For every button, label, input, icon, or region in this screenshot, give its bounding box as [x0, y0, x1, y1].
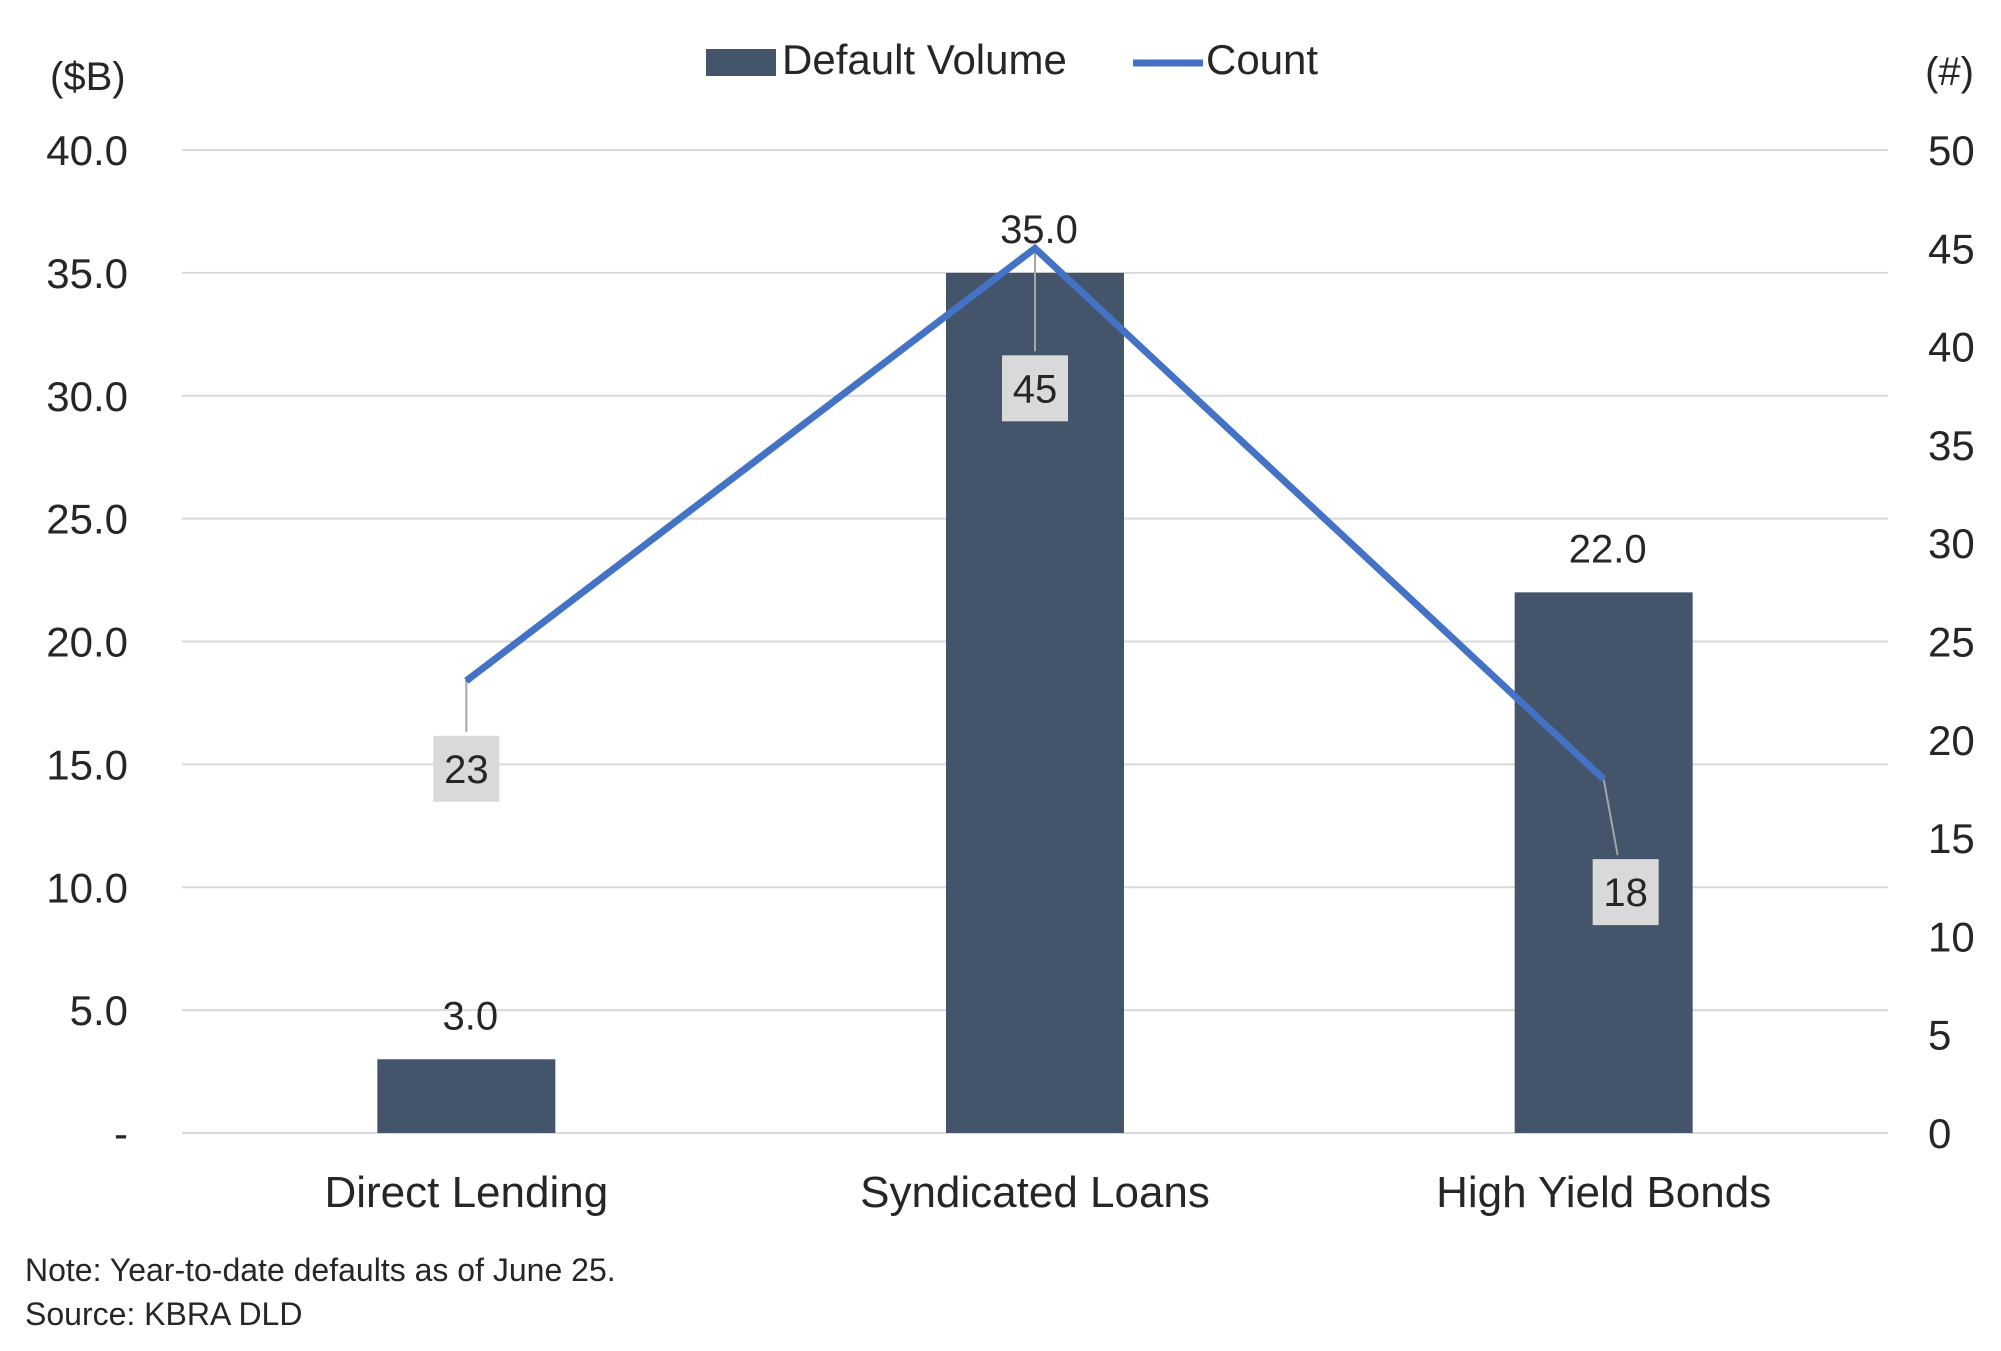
- category-label: High Yield Bonds: [1436, 1168, 1771, 1217]
- left-axis-unit: ($B): [50, 55, 126, 99]
- left-axis-tick-label: 5.0: [70, 987, 128, 1034]
- right-axis-tick-label: 40: [1928, 324, 1975, 371]
- legend-label-default-volume: Default Volume: [782, 36, 1067, 83]
- bar: [377, 1059, 556, 1133]
- legend-swatch-default-volume: [706, 49, 776, 76]
- right-axis-tick-label: 30: [1928, 520, 1975, 567]
- left-axis-tick-label: 15.0: [46, 741, 128, 788]
- chart-notes: Note: Year-to-date defaults as of June 2…: [25, 1248, 616, 1336]
- axes: - 5.0 10.0 15.0 20.0 25.0 30.0 35.0 40.0 0 5 10 15 20…: [46, 50, 1974, 1217]
- count-value-label: 23: [444, 748, 489, 792]
- right-axis-tick-label: 35: [1928, 422, 1975, 469]
- right-axis-tick-label: 45: [1928, 225, 1975, 272]
- category-label: Direct Lending: [324, 1168, 608, 1217]
- count-value-label: 18: [1603, 871, 1648, 915]
- left-axis-tick-label: 10.0: [46, 864, 128, 911]
- count-line: [464, 243, 1607, 782]
- left-axis-tick-label: 25.0: [46, 496, 128, 543]
- note-text: Note: Year-to-date defaults as of June 2…: [25, 1252, 616, 1288]
- right-axis-tick-label: 15: [1928, 815, 1975, 862]
- right-axis-tick-label: 0: [1928, 1110, 1951, 1157]
- bar-value-label: 35.0: [1000, 208, 1078, 252]
- count-point: [1602, 778, 1605, 781]
- bar-value-label: 3.0: [443, 994, 499, 1038]
- left-axis-tick-label: 35.0: [46, 250, 128, 297]
- count-value-label: 45: [1013, 367, 1058, 411]
- legend: Default Volume Count: [706, 36, 1318, 83]
- source-text: Source: KBRA DLD: [25, 1296, 303, 1332]
- leader-line: [1602, 778, 1619, 856]
- leader-lines: [465, 248, 1619, 856]
- category-label: Syndicated Loans: [860, 1168, 1210, 1217]
- count-label-box: [433, 735, 500, 802]
- bar-value-label: 22.0: [1569, 527, 1647, 571]
- right-axis-tick-label: 10: [1928, 913, 1975, 960]
- left-axis-tick-label: 30.0: [46, 373, 128, 420]
- right-axis-tick-label: 5: [1928, 1012, 1951, 1059]
- data-labels: 3.0 35.0 22.0 23 45 18: [433, 208, 1659, 1038]
- count-point: [465, 679, 468, 682]
- right-axis-tick-label: 20: [1928, 717, 1975, 764]
- left-axis-tick-label: 20.0: [46, 619, 128, 666]
- count-label-box: [1002, 355, 1068, 422]
- left-axis-tick-label: 40.0: [46, 127, 128, 174]
- right-axis-unit: (#): [1925, 50, 1974, 94]
- right-axis-tick-label: 50: [1928, 127, 1975, 174]
- count-label-box: [1592, 859, 1659, 926]
- count-point: [1034, 247, 1036, 250]
- legend-label-count: Count: [1206, 36, 1318, 83]
- left-axis-tick-label: -: [114, 1110, 128, 1157]
- right-axis-tick-label: 25: [1928, 619, 1975, 666]
